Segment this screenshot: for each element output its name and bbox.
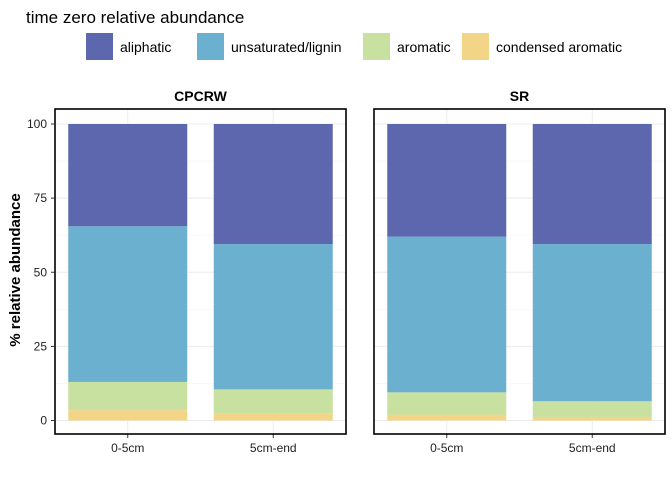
bar-segment [213, 389, 333, 414]
bar-segment [213, 124, 333, 245]
y-tick-label: 25 [34, 339, 48, 353]
bar-segment [532, 244, 652, 402]
x-tick-label: 5cm-end [250, 441, 297, 455]
facet-panel: SR 0-5cm 5cm-end [373, 88, 666, 455]
bar-segment [387, 124, 507, 237]
legend-label: condensed aromatic [496, 39, 622, 55]
bar-segment [387, 236, 507, 393]
legend-item: condensed aromatic [462, 33, 622, 60]
legend-swatch [462, 33, 489, 60]
legend-swatch [363, 33, 390, 60]
y-tick-label: 0 [40, 414, 47, 428]
legend-swatch [86, 33, 113, 60]
bar-segment [213, 244, 333, 390]
legend-item: aromatic [363, 33, 451, 60]
facet-panel: CPCRW 0-5cm 5cm-end 0 25 50 75 100 [27, 88, 347, 455]
y-axis-label: % relative abundance [7, 193, 24, 346]
legend: aliphatic unsaturated/lignin aromatic conde… [86, 33, 622, 60]
bar-segment [68, 124, 188, 227]
y-tick-label: 50 [34, 265, 48, 279]
x-tick-label: 0-5cm [430, 441, 463, 455]
bar-segment [213, 413, 333, 421]
legend-item: unsaturated/lignin [197, 33, 342, 60]
legend-label: aromatic [397, 39, 451, 55]
bar-segment [68, 226, 188, 382]
bar-segment [68, 410, 188, 421]
legend-item: aliphatic [86, 33, 171, 60]
bar-segment [532, 416, 652, 421]
y-tick-label: 75 [34, 191, 48, 205]
legend-swatch [197, 33, 224, 60]
bar-segment [387, 414, 507, 421]
y-tick-label: 100 [27, 117, 47, 131]
bar-segment [387, 392, 507, 415]
bar-segment [532, 124, 652, 245]
facet-title: CPCRW [174, 88, 227, 104]
panel-border [373, 108, 666, 435]
x-tick-label: 0-5cm [111, 441, 144, 455]
facet-title: SR [510, 88, 529, 104]
legend-title: time zero relative abundance [26, 8, 244, 27]
legend-label: aliphatic [120, 39, 171, 55]
x-tick-label: 5cm-end [569, 441, 616, 455]
facet-panels: CPCRW 0-5cm 5cm-end 0 25 50 75 100 SR 0-5cm 5cm-en… [27, 88, 666, 455]
bar-segment [68, 381, 188, 411]
legend-label: unsaturated/lignin [231, 39, 342, 55]
bar-segment [532, 401, 652, 417]
panel-border [54, 108, 347, 435]
